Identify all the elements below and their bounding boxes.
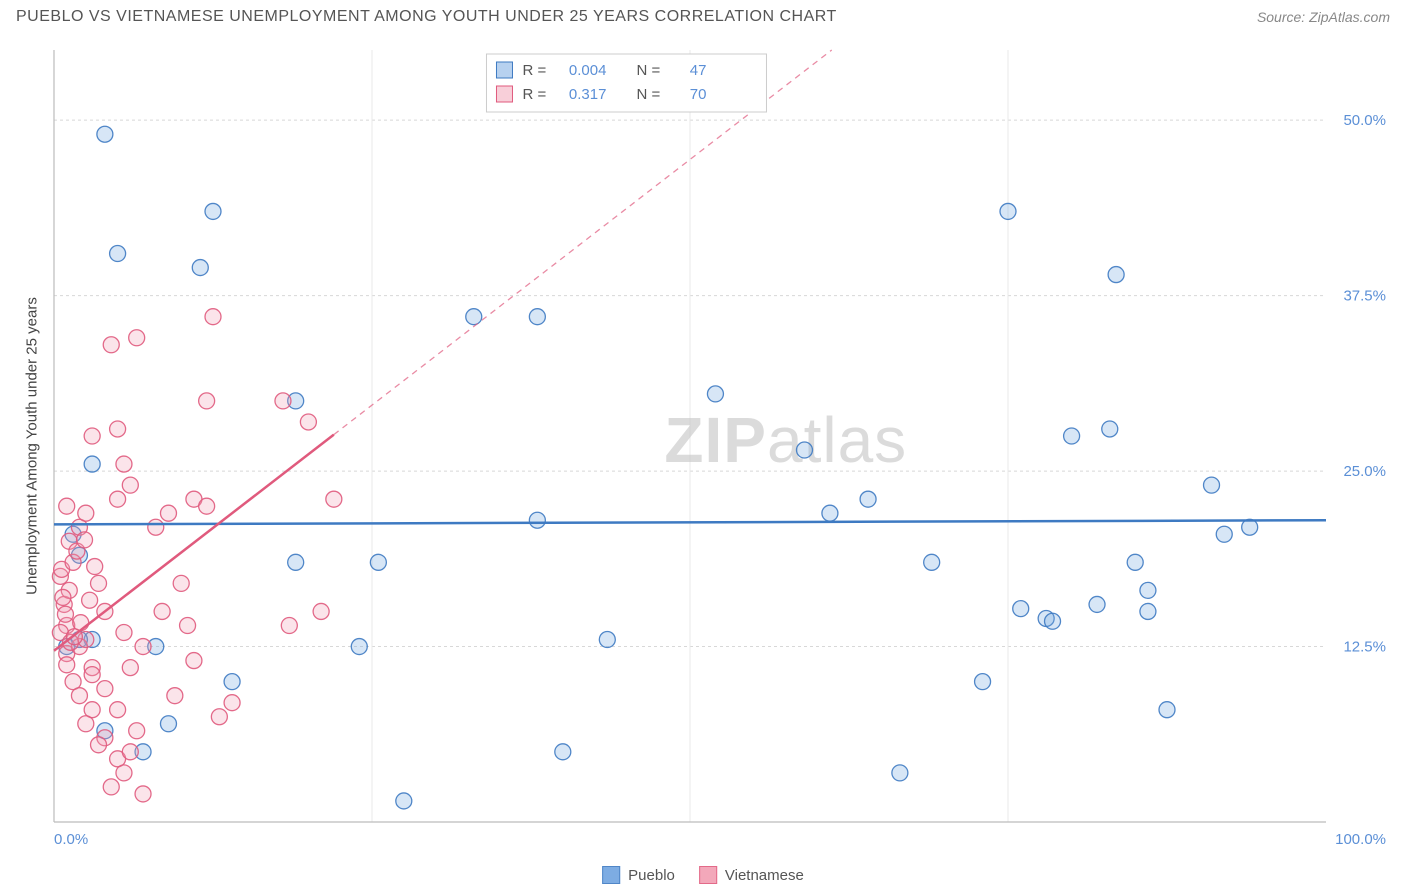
chart-title: PUEBLO VS VIETNAMESE UNEMPLOYMENT AMONG … <box>16 8 837 26</box>
legend-item-pueblo: Pueblo <box>602 866 675 884</box>
swatch-icon <box>602 866 620 884</box>
svg-text:R =: R = <box>522 62 546 79</box>
svg-text:N =: N = <box>636 62 660 79</box>
svg-text:0.0%: 0.0% <box>54 831 88 848</box>
y-axis-label: Unemployment Among Youth under 25 years <box>24 297 41 595</box>
svg-text:25.0%: 25.0% <box>1343 463 1386 480</box>
svg-text:47: 47 <box>690 62 707 79</box>
svg-text:70: 70 <box>690 86 707 103</box>
svg-text:50.0%: 50.0% <box>1343 112 1386 129</box>
source-label: Source: ZipAtlas.com <box>1257 9 1390 25</box>
legend-label: Pueblo <box>628 867 675 884</box>
svg-text:0.317: 0.317 <box>569 86 607 103</box>
swatch-icon <box>699 866 717 884</box>
legend-label: Vietnamese <box>725 867 804 884</box>
svg-text:100.0%: 100.0% <box>1335 831 1386 848</box>
svg-text:R =: R = <box>522 86 546 103</box>
chart-area: Unemployment Among Youth under 25 years … <box>40 40 1396 852</box>
svg-text:12.5%: 12.5% <box>1343 639 1386 656</box>
legend-item-vietnamese: Vietnamese <box>699 866 804 884</box>
scatter-chart: 12.5% 25.0% 37.5% 50.0% 0.0% 100.0% ZIPatlas R … <box>40 40 1396 852</box>
svg-text:ZIPatlas: ZIPatlas <box>664 404 907 476</box>
svg-text:0.004: 0.004 <box>569 62 607 79</box>
svg-text:N =: N = <box>636 86 660 103</box>
svg-text:37.5%: 37.5% <box>1343 288 1386 305</box>
legend-bottom: Pueblo Vietnamese <box>602 866 804 884</box>
